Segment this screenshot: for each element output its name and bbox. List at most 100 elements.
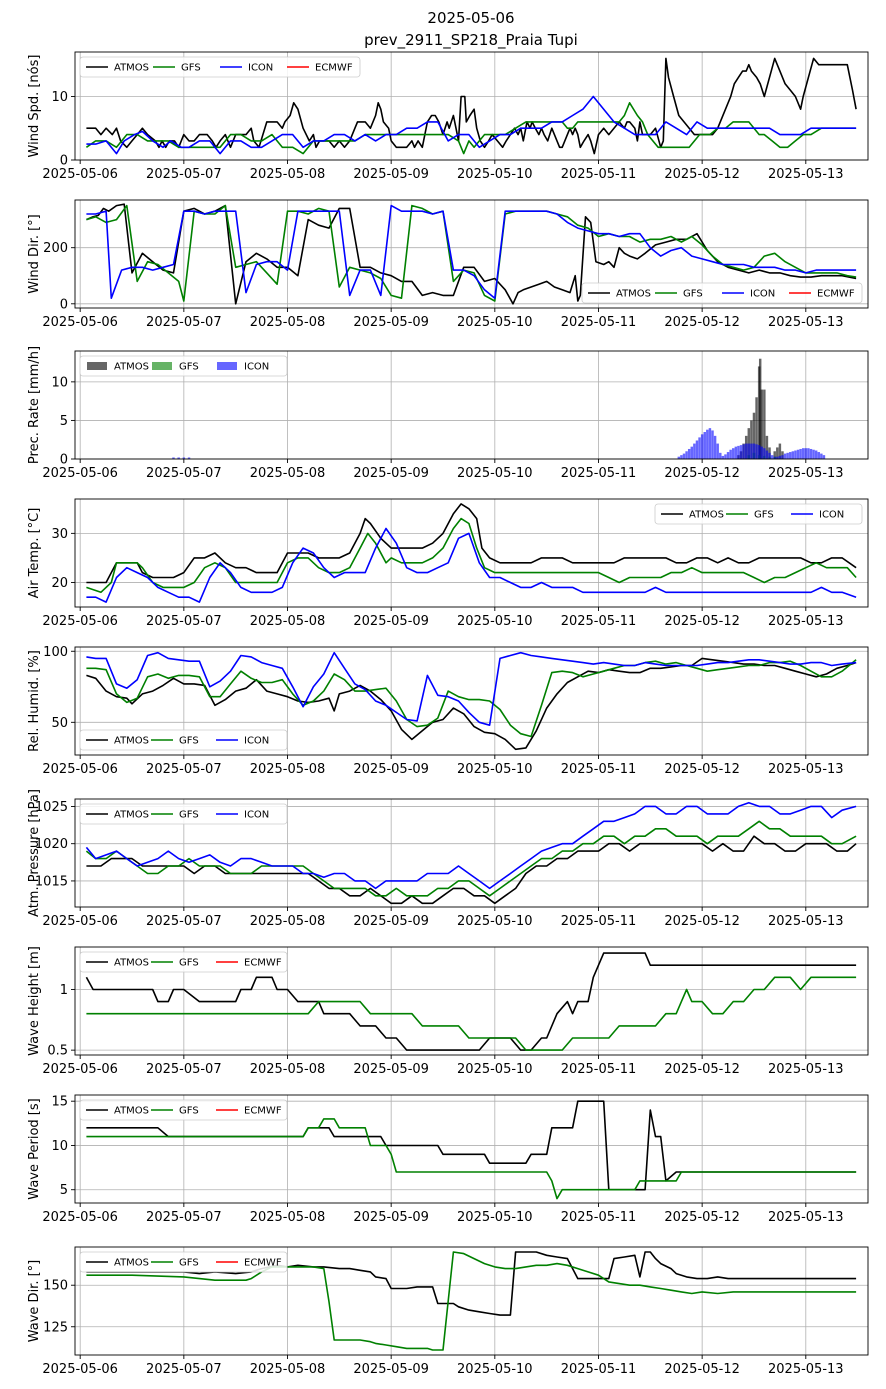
series-line-icon xyxy=(86,95,857,155)
precip-bar-icon xyxy=(776,456,779,459)
precip-bar-atmos xyxy=(776,447,779,459)
precip-bar-icon xyxy=(796,449,800,459)
x-tick-label: 2025-05-06 xyxy=(42,466,118,481)
x-tick-label: 2025-05-09 xyxy=(353,1062,429,1077)
precip-bar-icon xyxy=(773,456,776,459)
precip-bar-icon xyxy=(820,453,823,459)
x-tick-label: 2025-05-11 xyxy=(561,614,637,629)
panel-6: 1015 1020 1025 2025-05-06 2025-05-07 2025-05-… xyxy=(27,789,869,929)
x-tick-label: 2025-05-07 xyxy=(146,1362,222,1377)
x-tick-label: 2025-05-13 xyxy=(768,466,844,481)
y-axis-label: Atm. Pressure [hPa] xyxy=(27,789,42,917)
x-tick-label: 2025-05-07 xyxy=(146,1062,222,1077)
x-tick-label: 2025-05-11 xyxy=(561,914,637,929)
x-tick-label: 2025-05-08 xyxy=(250,1062,326,1077)
precip-bar-icon xyxy=(708,428,712,459)
y-axis-label: Prec. Rate [mm/h] xyxy=(27,346,42,464)
x-tick-label: 2025-05-06 xyxy=(42,614,118,629)
legend-label: ICON xyxy=(750,289,775,300)
legend-label: ATMOS xyxy=(114,736,149,747)
y-tick-label: 100 xyxy=(43,645,68,660)
legend-label: ECMWF xyxy=(244,1106,282,1117)
precip-bar-icon xyxy=(778,455,782,459)
precip-bar-icon xyxy=(791,451,795,459)
panel-5: 50 100 2025-05-06 2025-05-07 2025-05-08 2025-… xyxy=(27,645,869,777)
series-line-atmos xyxy=(86,835,857,905)
precip-bar-icon xyxy=(706,429,709,459)
series-line-gfs xyxy=(86,976,857,1051)
y-axis-label: Wave Height [m] xyxy=(27,946,42,1056)
x-tick-label: 2025-05-12 xyxy=(664,614,740,629)
series-line-icon xyxy=(86,527,857,603)
x-tick-label: 2025-05-08 xyxy=(250,762,326,777)
legend-label: GFS xyxy=(181,63,201,74)
precip-bar-icon xyxy=(726,452,730,459)
precip-bar-icon xyxy=(682,453,686,459)
legend-label: GFS xyxy=(179,810,199,821)
plot-frame xyxy=(74,646,869,756)
precip-bar-icon xyxy=(677,456,681,459)
legend-label: GFS xyxy=(179,362,199,373)
legend: ATMOS GFS ICON xyxy=(79,803,288,825)
x-tick-label: 2025-05-11 xyxy=(561,1062,637,1077)
precip-bar-icon xyxy=(690,446,694,459)
x-tick-label: 2025-05-09 xyxy=(353,167,429,182)
plot-frame xyxy=(74,498,869,608)
x-tick-label: 2025-05-13 xyxy=(768,1210,844,1225)
precip-bar-atmos xyxy=(755,397,758,459)
legend: ATMOS GFS ICON ECMWF xyxy=(79,56,361,78)
series-line-atmos xyxy=(86,657,857,751)
series-line-gfs xyxy=(86,659,857,738)
x-tick-label: 2025-05-12 xyxy=(664,167,740,182)
precip-bar-icon xyxy=(752,443,756,459)
legend-label: GFS xyxy=(179,1258,199,1269)
legend-label: GFS xyxy=(179,958,199,969)
x-tick-label: 2025-05-07 xyxy=(146,315,222,330)
x-tick-label: 2025-05-08 xyxy=(250,1362,326,1377)
precip-bar-icon xyxy=(770,455,774,459)
legend-label: ATMOS xyxy=(114,1106,149,1117)
y-tick-label: 1025 xyxy=(35,800,68,815)
series-line-icon xyxy=(86,651,857,726)
precip-bar-atmos xyxy=(747,428,751,459)
precip-bar-atmos xyxy=(778,443,782,459)
legend-label: ECMWF xyxy=(244,1258,282,1269)
y-tick-label: 5 xyxy=(60,414,68,429)
precip-bar-atmos xyxy=(765,435,769,459)
x-tick-label: 2025-05-13 xyxy=(768,1062,844,1077)
precip-bar-icon xyxy=(739,445,743,459)
series-line-icon xyxy=(86,204,857,299)
plot-frame xyxy=(74,1094,869,1204)
legend-label: GFS xyxy=(754,510,774,521)
precip-bar-icon xyxy=(687,448,691,459)
plot-frame xyxy=(74,798,869,908)
legend-box xyxy=(79,355,288,377)
precip-bar-icon xyxy=(768,452,771,459)
precip-bar-icon xyxy=(182,457,186,459)
precip-bar-icon xyxy=(700,434,704,459)
x-tick-label: 2025-05-06 xyxy=(42,315,118,330)
x-tick-label: 2025-05-07 xyxy=(146,762,222,777)
panel-2: 0 200 2025-05-06 2025-05-07 2025-05-08 2025-0… xyxy=(27,199,869,330)
precip-bar-icon xyxy=(786,452,789,459)
precip-bar-icon xyxy=(742,444,745,459)
y-tick-label: 0.5 xyxy=(47,1044,68,1059)
precip-bar-icon xyxy=(812,449,815,459)
series-line-atmos xyxy=(86,1251,857,1316)
y-tick-label: 1015 xyxy=(35,874,68,889)
x-tick-label: 2025-05-07 xyxy=(146,167,222,182)
legend-box xyxy=(79,729,288,751)
precip-bar-icon xyxy=(760,446,763,459)
y-axis-label: Rel. Humid. [%] xyxy=(27,650,42,752)
x-tick-label: 2025-05-07 xyxy=(146,1210,222,1225)
precip-bar-icon xyxy=(695,440,699,459)
legend: ATMOS GFS ICON xyxy=(79,729,288,751)
legend: ATMOS GFS ECMWF xyxy=(79,951,288,973)
y-tick-label: 1 xyxy=(60,983,68,998)
x-tick-label: 2025-05-09 xyxy=(353,1362,429,1377)
legend-label: ATMOS xyxy=(114,958,149,969)
precip-bar-icon xyxy=(789,452,792,459)
x-tick-label: 2025-05-10 xyxy=(457,914,533,929)
y-tick-label: 125 xyxy=(43,1320,68,1335)
